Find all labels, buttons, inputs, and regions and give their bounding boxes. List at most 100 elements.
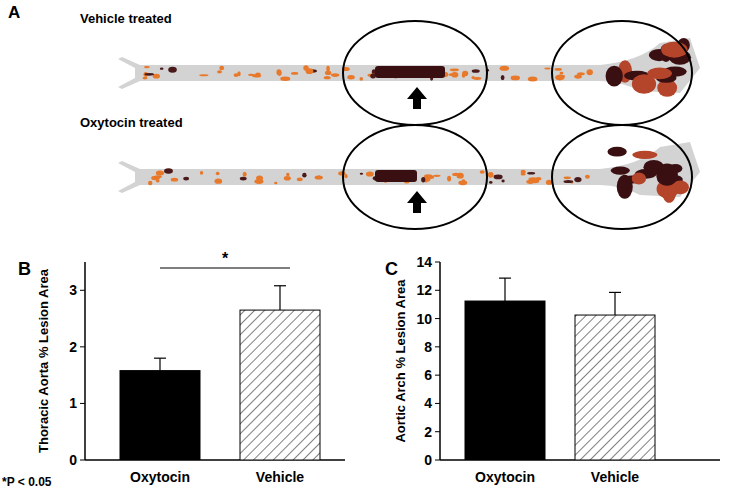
figure: AVehicle treatedOxytocin treatedB0123Tho…	[0, 0, 750, 491]
bar	[120, 371, 200, 460]
lesion-spot	[521, 170, 526, 174]
arrow	[407, 191, 427, 213]
error-cap	[609, 292, 621, 293]
lesion-spot	[277, 71, 281, 76]
lesion-spot	[338, 171, 345, 175]
bar	[240, 310, 320, 460]
lesion-spot	[144, 73, 154, 76]
lesion-spot	[360, 173, 363, 175]
lesion-spot	[421, 177, 425, 183]
lesion-spot	[143, 77, 148, 80]
lesion-spot	[489, 181, 493, 184]
significance-line	[160, 267, 290, 268]
lesion-spot	[472, 69, 480, 73]
y-tick	[435, 375, 440, 376]
y-tick-label: 3	[69, 282, 77, 298]
highlight-circle	[552, 21, 692, 125]
lesion-spot	[217, 70, 222, 73]
aorta	[118, 142, 700, 203]
row-label: Vehicle treated	[80, 11, 172, 26]
row-label: Oxytocin treated	[80, 115, 183, 130]
lesion-spot	[480, 170, 485, 174]
highlight-circle	[343, 125, 487, 229]
y-tick-label: 1	[69, 395, 77, 411]
x-tick-label: Oxytocin	[130, 469, 190, 485]
lesion-patch	[606, 66, 623, 87]
y-tick-label: 12	[416, 282, 432, 298]
lesion-spot	[256, 175, 263, 181]
lesion-patch	[656, 163, 678, 185]
lesion-spot	[494, 175, 503, 180]
aorta-body	[135, 38, 700, 93]
lesion-patch	[375, 66, 445, 78]
error-cap	[274, 285, 286, 286]
panel-label: C	[385, 259, 398, 279]
bar	[465, 301, 545, 460]
y-tick	[80, 290, 85, 291]
error-stem	[159, 358, 160, 370]
lesion-spot	[554, 68, 562, 71]
lesion-spot	[156, 180, 160, 183]
error-cap	[499, 278, 511, 279]
lesion-spot	[473, 77, 482, 80]
y-axis	[84, 262, 86, 460]
lesion-spot	[280, 77, 290, 82]
lesion-spot	[248, 74, 254, 76]
highlight-circle	[343, 21, 487, 125]
lesion-spot	[297, 177, 303, 181]
lesion-spot	[148, 181, 152, 186]
lesion-spot	[216, 172, 220, 175]
y-axis	[439, 262, 441, 460]
y-tick-label: 0	[424, 452, 432, 468]
y-tick	[435, 346, 440, 347]
lesion-spot	[528, 76, 538, 81]
y-tick-label: 2	[69, 339, 77, 355]
lesion-spot	[500, 66, 509, 71]
y-tick	[435, 262, 440, 263]
error-bar	[499, 278, 511, 301]
lesion-spot	[462, 179, 465, 181]
lesion-spot	[144, 66, 150, 68]
lesion-spot	[160, 67, 164, 69]
aorta-body	[135, 142, 700, 197]
bars	[465, 278, 655, 460]
lesion-spot	[286, 173, 290, 176]
lesion-spot	[585, 175, 590, 179]
lesion-patch	[632, 74, 656, 94]
lesion-spot	[511, 76, 520, 81]
lesion-spot	[450, 68, 459, 71]
lesion-spot	[302, 173, 306, 178]
y-axis-label: Thoracic Aorta % Lesion Area	[36, 268, 51, 453]
lesion-spot	[156, 171, 164, 176]
lesion-patch	[632, 172, 646, 184]
lesion-spot	[370, 74, 376, 79]
panel-label: A	[8, 3, 20, 22]
y-tick	[80, 346, 85, 347]
x-tick-label: Vehicle	[591, 469, 639, 485]
y-tick	[435, 290, 440, 291]
y-tick	[80, 403, 85, 404]
lesion-spot	[215, 179, 223, 184]
lesion-spot	[528, 177, 538, 180]
lesion-spot	[564, 176, 571, 179]
lesion-spot	[587, 69, 593, 75]
lesion-spot	[557, 74, 565, 78]
lesion-spot	[366, 171, 374, 176]
lesion-spot	[501, 75, 505, 80]
error-cap	[154, 358, 166, 359]
error-bar	[274, 286, 286, 310]
lesion-spot	[331, 73, 339, 77]
y-tick	[435, 460, 440, 461]
lesion-spot	[433, 175, 440, 177]
lesion-spot	[199, 74, 208, 76]
lesion-spot	[276, 69, 281, 75]
lesion-spot	[325, 71, 331, 75]
lesion-spot	[563, 180, 573, 183]
lesion-spot	[555, 75, 564, 81]
lesion-spot	[527, 172, 535, 175]
lesion-spot	[151, 176, 160, 181]
lesion-spot	[451, 72, 458, 78]
error-bar	[154, 358, 166, 370]
lesion-spot	[447, 176, 451, 182]
lesion-spot	[452, 173, 460, 176]
